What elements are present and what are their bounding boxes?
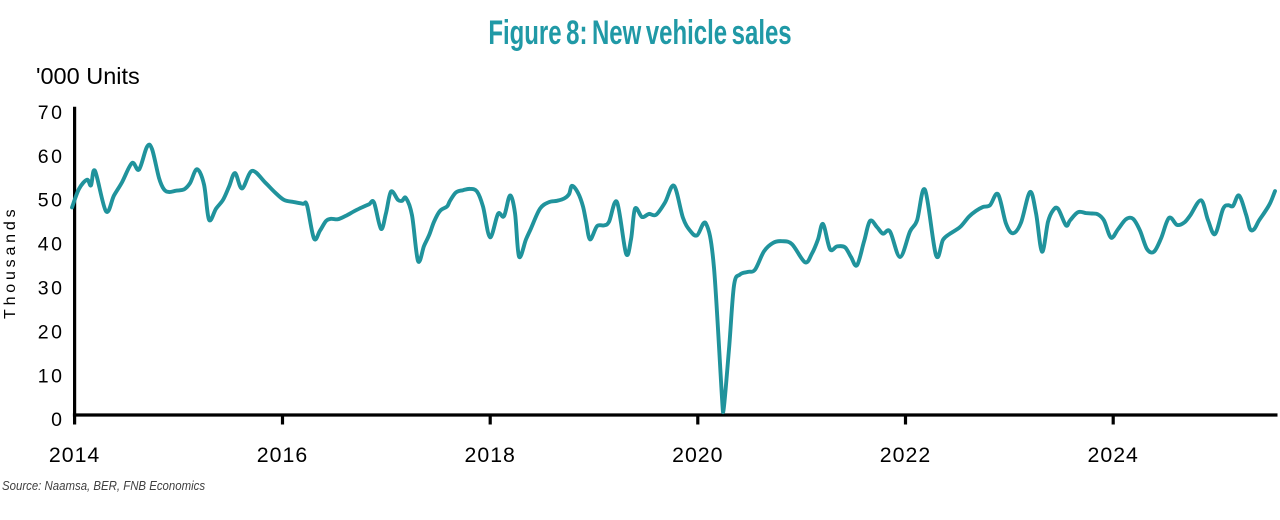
svg-text:2018: 2018 [465,443,516,467]
svg-text:2022: 2022 [880,443,931,467]
svg-text:2020: 2020 [672,443,723,467]
svg-text:60: 60 [38,146,65,168]
svg-text:30: 30 [38,277,65,299]
svg-text:70: 70 [38,102,65,124]
svg-text:40: 40 [38,234,65,256]
svg-text:2016: 2016 [257,443,308,467]
svg-text:2024: 2024 [1088,443,1139,467]
svg-text:2014: 2014 [49,443,100,467]
svg-text:50: 50 [38,190,65,212]
svg-text:10: 10 [38,365,65,387]
svg-text:0: 0 [51,409,64,431]
svg-text:20: 20 [38,321,65,343]
